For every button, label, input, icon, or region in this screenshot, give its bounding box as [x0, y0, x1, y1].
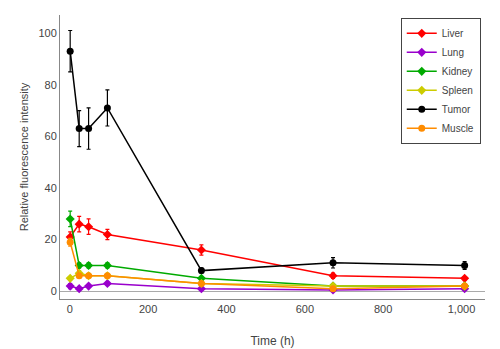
- svg-text:Muscle: Muscle: [442, 123, 474, 134]
- svg-text:200: 200: [139, 303, 157, 315]
- svg-text:40: 40: [45, 182, 57, 194]
- svg-text:Kidney: Kidney: [442, 66, 473, 77]
- svg-text:0: 0: [51, 285, 57, 297]
- svg-text:Tumor: Tumor: [442, 104, 471, 115]
- svg-text:80: 80: [45, 79, 57, 91]
- svg-text:Liver: Liver: [442, 28, 464, 39]
- svg-text:800: 800: [374, 303, 392, 315]
- svg-text:60: 60: [45, 130, 57, 142]
- svg-text:0: 0: [67, 303, 73, 315]
- svg-text:600: 600: [296, 303, 314, 315]
- svg-text:Spleen: Spleen: [442, 85, 473, 96]
- svg-text:1,000: 1,000: [448, 303, 476, 315]
- svg-text:Lung: Lung: [442, 47, 464, 58]
- svg-text:Time (h): Time (h): [250, 334, 294, 348]
- svg-text:Relative fluorescence intensit: Relative fluorescence intensity: [18, 82, 30, 231]
- svg-text:20: 20: [45, 233, 57, 245]
- svg-text:100: 100: [38, 27, 56, 39]
- svg-text:400: 400: [217, 303, 235, 315]
